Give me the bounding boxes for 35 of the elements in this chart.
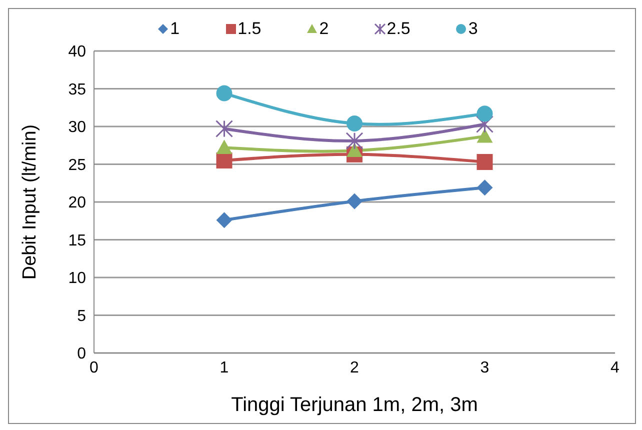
point <box>346 132 364 150</box>
legend-label: 3 <box>468 19 478 39</box>
y-tick-label: 0 <box>77 346 86 363</box>
point <box>346 193 362 210</box>
legend-label: 1.5 <box>238 19 262 39</box>
y-tick-label: 35 <box>68 81 86 98</box>
x-tick-label: 0 <box>90 359 99 376</box>
point <box>216 120 233 138</box>
point <box>216 85 232 102</box>
y-tick-label: 5 <box>77 308 86 325</box>
y-tick-label: 40 <box>68 44 86 61</box>
y-tick-label: 25 <box>68 156 86 174</box>
y-axis-title: Debit Input (lt/min) <box>20 124 41 280</box>
x-tick-label: 3 <box>480 359 490 376</box>
point <box>346 142 362 158</box>
y-tick-label: 20 <box>68 194 86 212</box>
point <box>476 180 493 196</box>
point <box>216 152 232 168</box>
point <box>476 106 493 122</box>
x-tick-label: 1 <box>220 359 229 376</box>
legend-label: 2.5 <box>386 19 410 39</box>
y-tick-label: 15 <box>68 232 86 250</box>
point <box>346 115 362 132</box>
point <box>476 128 493 143</box>
point <box>476 154 493 170</box>
y-tick-label: 10 <box>68 270 86 288</box>
point <box>216 140 232 154</box>
x-tick-label: 2 <box>350 359 360 376</box>
legend-label: 1 <box>170 19 180 39</box>
point <box>476 115 494 133</box>
y-tick-label: 30 <box>68 119 86 136</box>
legend-label: 2 <box>319 19 329 39</box>
x-tick-label: 4 <box>610 359 620 376</box>
point <box>216 212 232 228</box>
x-axis-title: Tinggi Terjunan 1m, 2m, 3m <box>231 394 478 416</box>
